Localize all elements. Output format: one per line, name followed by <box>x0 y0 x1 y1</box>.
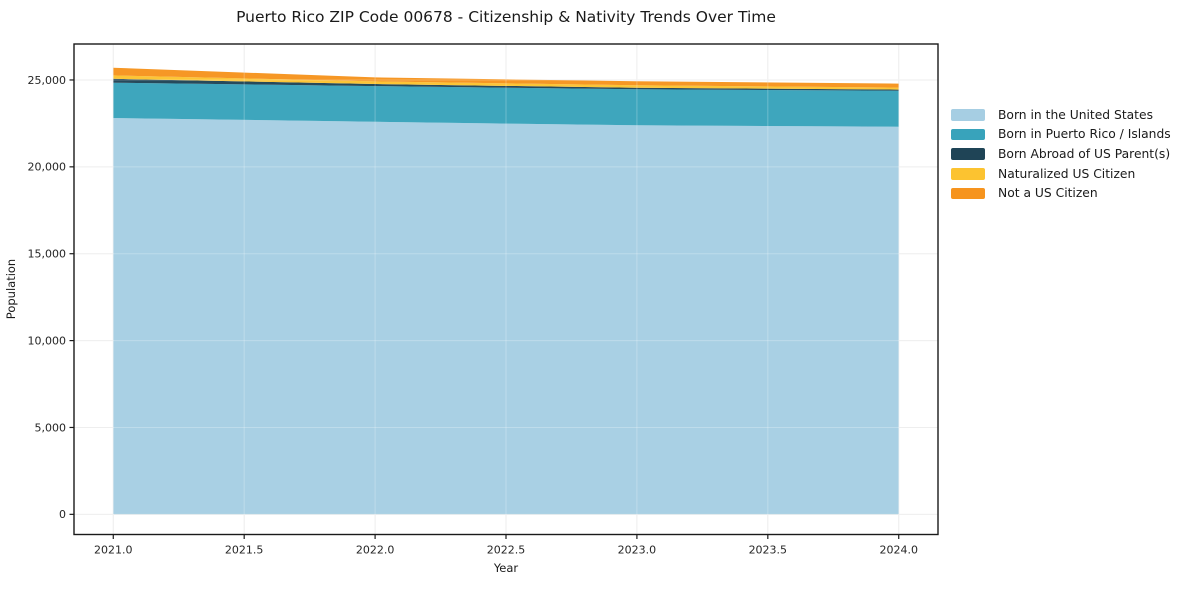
x-tick-label: 2023.5 <box>749 544 788 557</box>
y-tick-label: 25,000 <box>28 74 67 87</box>
x-tick-label: 2022.5 <box>487 544 526 557</box>
legend-item: Born in Puerto Rico / Islands <box>951 125 1171 145</box>
gridline-overlay <box>74 44 938 535</box>
area-not-a-us-citizen <box>113 67 899 88</box>
y-tick-label: 5,000 <box>35 421 67 434</box>
legend-label: Naturalized US Citizen <box>998 166 1136 181</box>
legend-swatch <box>951 128 985 141</box>
legend-item: Born Abroad of US Parent(s) <box>951 144 1171 164</box>
x-tick-label: 2023.0 <box>618 544 657 557</box>
legend-item: Naturalized US Citizen <box>951 164 1171 184</box>
x-tick-label: 2024.0 <box>879 544 918 557</box>
x-axis-label: Year <box>493 561 519 575</box>
chart-title: Puerto Rico ZIP Code 00678 - Citizenship… <box>236 8 776 26</box>
area-born-in-puerto-rico-islands <box>113 82 899 127</box>
area-naturalized-us-citizen <box>113 75 899 90</box>
legend-swatch <box>951 168 985 180</box>
legend-label: Not a US Citizen <box>998 186 1098 201</box>
area-born-in-the-united-states <box>113 118 899 515</box>
area-born-abroad-of-us-parent-s- <box>113 78 899 91</box>
legend-swatch <box>951 148 985 160</box>
legend: Born in the United States Born in Puerto … <box>951 105 1171 203</box>
y-tick-label: 10,000 <box>28 334 67 347</box>
stacked-areas <box>113 67 899 515</box>
legend-label: Born Abroad of US Parent(s) <box>998 147 1171 162</box>
x-tick-label: 2022.0 <box>356 544 395 557</box>
x-tick-label: 2021.0 <box>94 544 133 557</box>
axis-tick-labels: 2021.0 2021.5 2022.0 2022.5 2023.0 2023.5 2024… <box>28 74 918 557</box>
legend-swatch <box>951 109 985 121</box>
y-tick-label: 15,000 <box>28 248 67 261</box>
y-tick-label: 0 <box>59 508 66 521</box>
legend-swatch <box>951 187 985 200</box>
legend-item: Born in the United States <box>951 105 1171 125</box>
y-tick-label: 20,000 <box>28 161 67 174</box>
axis-tick-marks <box>69 79 900 539</box>
y-axis-label: Population <box>4 259 18 319</box>
legend-label: Born in Puerto Rico / Islands <box>998 127 1171 142</box>
legend-item: Not a US Citizen <box>951 184 1171 204</box>
legend-label: Born in the United States <box>998 107 1153 122</box>
x-tick-label: 2021.5 <box>225 544 264 557</box>
